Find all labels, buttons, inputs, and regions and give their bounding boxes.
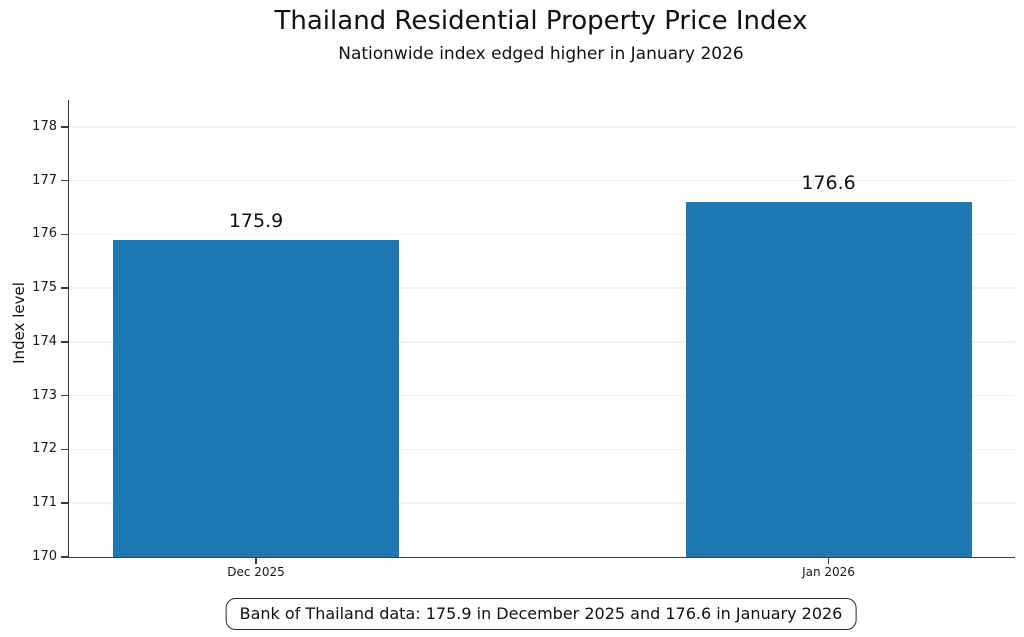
source-annotation: Bank of Thailand data: 175.9 in December… — [225, 598, 857, 630]
gridline — [69, 394, 1015, 397]
gridline — [69, 502, 1015, 504]
x-tick — [827, 558, 830, 564]
x-tick-label: Dec 2025 — [227, 565, 285, 579]
y-tick-label: 174 — [32, 333, 57, 349]
y-tick — [61, 287, 69, 289]
gridline — [69, 341, 1015, 343]
gridline — [69, 126, 1015, 128]
y-tick-label: 178 — [32, 118, 57, 134]
gridline — [69, 233, 1015, 236]
y-tick-label: 177 — [32, 172, 57, 188]
y-tick-label: 176 — [32, 226, 57, 242]
y-tick — [61, 341, 69, 343]
y-tick-label: 175 — [32, 280, 57, 296]
y-tick — [61, 179, 69, 182]
bar-dec-2025 — [113, 239, 399, 557]
y-tick — [61, 126, 69, 128]
gridline — [69, 287, 1015, 289]
y-tick — [61, 502, 69, 505]
x-tick — [255, 558, 257, 564]
y-tick — [61, 233, 69, 236]
y-tick-label: 171 — [32, 495, 57, 511]
y-tick-label: 172 — [32, 441, 57, 457]
bar-jan-2026 — [685, 202, 972, 557]
y-tick-label: 173 — [32, 387, 57, 403]
y-tick — [61, 394, 69, 397]
bar-value-label: 175.9 — [228, 209, 284, 232]
chart-subtitle: Nationwide index edged higher in January… — [338, 44, 744, 64]
y-tick-label: 170 — [32, 549, 57, 564]
gridline — [69, 179, 1015, 182]
y-tick — [61, 556, 69, 558]
bar-value-label: 176.6 — [801, 172, 856, 195]
plot-area: 170 171 172 173 174 175 176 177 178 175.9 Dec 2025… — [32, 100, 1015, 579]
x-tick-label: Jan 2026 — [802, 565, 855, 579]
chart-title: Thailand Residential Property Price Inde… — [274, 6, 808, 36]
y-tick — [61, 448, 69, 451]
gridline — [69, 448, 1015, 451]
